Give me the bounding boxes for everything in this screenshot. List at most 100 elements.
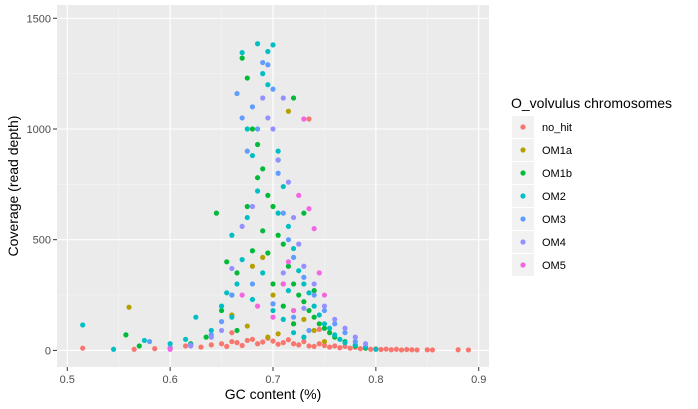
data-point [239, 55, 245, 61]
data-point [306, 206, 312, 212]
data-point [244, 148, 250, 154]
series-om3 [146, 59, 358, 351]
data-point [301, 281, 307, 287]
data-point [239, 342, 245, 349]
data-point [260, 95, 266, 101]
data-point [218, 319, 225, 325]
data-point [285, 288, 292, 294]
data-point [260, 71, 266, 77]
y-axis-ticks: 0 500 1000 1500 [27, 13, 57, 357]
series-om4 [188, 95, 369, 349]
data-point [239, 292, 245, 298]
data-point [260, 228, 266, 234]
data-point [249, 126, 256, 132]
legend-key-dot [520, 239, 526, 245]
data-point [285, 223, 292, 230]
data-point [126, 304, 132, 310]
data-point [306, 290, 312, 296]
data-point [332, 332, 338, 338]
data-point [301, 263, 307, 269]
legend-key-dot [520, 193, 526, 199]
x-tick-label: 0.8 [368, 374, 383, 386]
y-tick-label: 1500 [27, 13, 51, 25]
data-point [218, 303, 225, 309]
data-point [290, 341, 297, 347]
data-point [280, 316, 286, 322]
data-point [311, 288, 317, 294]
data-point [229, 338, 235, 345]
data-point [301, 305, 307, 311]
data-points [80, 41, 472, 353]
data-point [254, 303, 261, 309]
data-point [254, 188, 261, 194]
data-point [424, 347, 430, 353]
data-point [224, 259, 230, 265]
data-point [249, 248, 256, 254]
data-point [352, 338, 358, 345]
data-point [270, 338, 276, 344]
data-point [311, 327, 317, 334]
data-point [342, 325, 348, 331]
data-point [131, 346, 137, 352]
data-point [326, 330, 333, 336]
legend-item-om1b: OM1b [512, 162, 572, 184]
data-point [362, 341, 369, 347]
data-point [455, 347, 461, 353]
data-point [326, 344, 333, 350]
data-point [342, 343, 348, 350]
data-point [244, 337, 250, 344]
x-axis-ticks: 0.5 0.6 0.7 0.8 0.9 [60, 367, 486, 386]
data-point [311, 343, 317, 350]
data-point [265, 250, 271, 256]
data-point [280, 95, 286, 101]
data-point [167, 341, 173, 347]
y-tick-label: 0 [45, 345, 51, 357]
data-point [229, 232, 235, 238]
data-point [254, 41, 261, 47]
data-point [167, 346, 173, 352]
series-om5 [167, 116, 328, 352]
data-point [249, 152, 256, 159]
data-point [301, 316, 307, 322]
data-point [373, 346, 379, 352]
data-point [409, 347, 415, 353]
data-point [316, 326, 322, 332]
data-point [234, 340, 240, 346]
legend-title: O_volvulus chromosomes [511, 95, 672, 111]
data-point [296, 192, 302, 199]
data-point [275, 232, 281, 238]
data-point [270, 314, 276, 320]
data-point [275, 341, 281, 347]
data-point [141, 337, 148, 344]
data-point [208, 334, 214, 340]
data-point [398, 347, 405, 353]
data-point [465, 347, 472, 353]
data-point [285, 263, 292, 269]
data-point [208, 342, 214, 348]
x-tick-label: 0.7 [265, 374, 280, 386]
data-point [265, 334, 271, 340]
data-point [332, 316, 338, 322]
legend-label: OM5 [542, 260, 566, 272]
data-point [270, 281, 276, 287]
data-point [260, 254, 266, 261]
data-point [249, 104, 256, 110]
data-point [229, 265, 235, 272]
data-point [275, 170, 281, 176]
data-point [265, 115, 271, 121]
data-point [260, 59, 266, 66]
data-point [249, 336, 256, 342]
x-axis-label: GC content (%) [225, 386, 321, 402]
data-point [311, 314, 317, 320]
data-point [234, 281, 240, 287]
data-point [244, 126, 250, 132]
data-point [285, 108, 292, 114]
data-point [239, 257, 245, 263]
data-point [316, 321, 322, 327]
data-point [306, 116, 312, 122]
legend-key-dot [520, 170, 526, 176]
data-point [368, 346, 374, 352]
data-point [306, 327, 312, 334]
data-point [321, 303, 328, 309]
x-tick-label: 0.5 [60, 374, 75, 386]
